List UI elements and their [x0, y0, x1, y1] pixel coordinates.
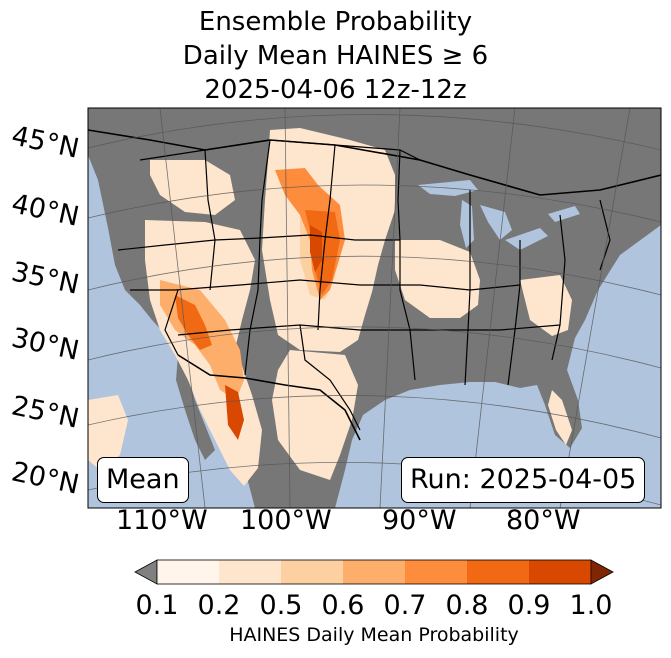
run-label-box: Run: 2025-04-05: [401, 457, 646, 503]
title-line-2: Daily Mean HAINES ≥ 6: [182, 41, 489, 71]
state-borders: [117, 139, 611, 431]
colorbar-segment: [529, 560, 592, 584]
probability-field: [88, 128, 572, 486]
colorbar: [134, 559, 614, 585]
colorbar-segment: [219, 560, 282, 584]
title-line-1: Ensemble Probability: [198, 7, 473, 37]
colorbar-segment: [157, 560, 220, 584]
colorbar-tick-label: 1.0: [569, 590, 613, 621]
colorbar-frame: [156, 559, 592, 585]
lon-label-100: 100°W: [240, 505, 332, 536]
colorbar-tick-label: 0.8: [445, 590, 489, 621]
colorbar-tick-label: 0.5: [259, 590, 303, 621]
colorbar-segment: [343, 560, 406, 584]
great-lakes: [418, 180, 580, 250]
title-line-3: 2025-04-06 12z-12z: [204, 75, 467, 105]
country-borders: [88, 129, 661, 441]
colorbar-tick-label: 0.6: [321, 590, 365, 621]
colorbar-tick-label: 0.1: [135, 590, 179, 621]
lon-label-90: 90°W: [382, 505, 457, 536]
colorbar-under-triangle: [134, 559, 158, 585]
colorbar-tick-label: 0.7: [383, 590, 427, 621]
colorbar-over-triangle: [590, 559, 614, 585]
baja-peninsula: [176, 355, 215, 460]
colorbar-segment: [281, 560, 344, 584]
colorbar-segment: [467, 560, 530, 584]
lon-label-110: 110°W: [116, 505, 208, 536]
colorbar-tick-label: 0.9: [507, 590, 551, 621]
map-frame: [87, 107, 662, 509]
lon-label-80: 80°W: [506, 505, 581, 536]
colorbar-segment: [405, 560, 468, 584]
mean-label-box: Mean: [97, 457, 189, 503]
colorbar-tick-label: 0.2: [197, 590, 241, 621]
colorbar-label: HAINES Daily Mean Probability: [229, 624, 519, 646]
